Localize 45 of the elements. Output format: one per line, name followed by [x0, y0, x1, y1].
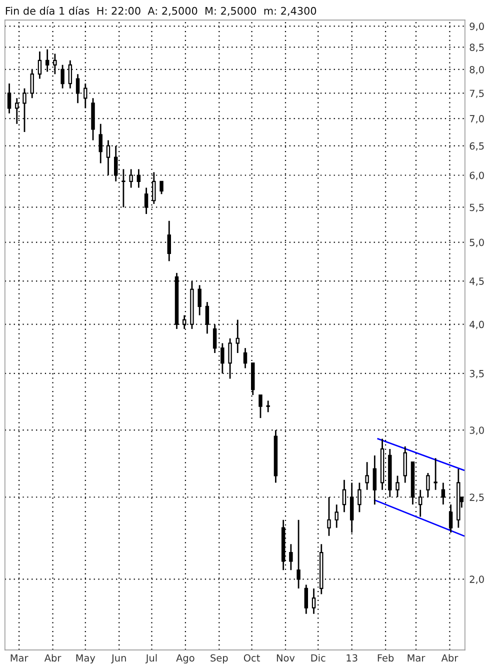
- candlestick: [365, 461, 369, 491]
- x-tick-label: May: [76, 654, 96, 664]
- candlestick: [289, 543, 293, 571]
- y-tick-label: 5,5: [470, 204, 484, 212]
- x-tick-label: Abr: [441, 654, 458, 662]
- x-tick-label: Jul: [145, 654, 157, 664]
- candlestick: [136, 168, 141, 188]
- x-tick-label: Jun: [111, 654, 126, 664]
- y-tick-label: 4,5: [470, 278, 484, 286]
- x-tick-label: Abr: [44, 654, 62, 662]
- candlestick: [243, 347, 248, 369]
- y-tick-label: 3,0: [470, 426, 484, 435]
- candlestick: [403, 446, 407, 484]
- y-tick-label: 8,0: [470, 66, 484, 74]
- y-tick-label: 2,0: [470, 576, 484, 584]
- x-tick-label: Mar: [10, 654, 28, 662]
- candlestick: [160, 180, 164, 195]
- candlestick: [334, 504, 338, 528]
- y-tick-label: 6,5: [470, 142, 484, 151]
- candlestick: [304, 584, 308, 615]
- y-tick-label: 7,0: [470, 115, 484, 124]
- x-tick-label: Dic: [311, 654, 326, 662]
- candlestick: [266, 400, 270, 413]
- candlestick: [258, 394, 262, 419]
- y-tick-label: 3,5: [470, 370, 484, 378]
- candlestick: [198, 284, 202, 316]
- candlestick: [84, 82, 88, 109]
- x-tick-label: Mar: [408, 654, 426, 662]
- y-tick-label: 4,0: [470, 320, 484, 330]
- x-tick-label: 13: [346, 654, 358, 662]
- y-tick-label: 7,5: [470, 90, 484, 98]
- candlestick: [434, 457, 438, 491]
- y-tick-label: 8,5: [470, 44, 484, 52]
- candlestick: [312, 588, 316, 615]
- y-tick-label: 5,0: [470, 238, 484, 248]
- x-tick-label: Ago: [176, 654, 194, 664]
- y-tick-label: 2,5: [470, 494, 484, 502]
- x-tick-label: Sep: [210, 654, 228, 664]
- x-tick-label: Oct: [244, 654, 260, 662]
- x-tick-label: Feb: [378, 654, 394, 662]
- chart-title: Fin de día 1 días H: 22:00 A: 2,5000 M: 2,5000 m: 2,4300: [6, 6, 316, 16]
- y-tick-label: 9,0: [470, 22, 484, 31]
- candlestick: [372, 454, 377, 506]
- y-tick-label: 6,0: [470, 172, 484, 180]
- x-tick-label: Nov: [276, 654, 295, 662]
